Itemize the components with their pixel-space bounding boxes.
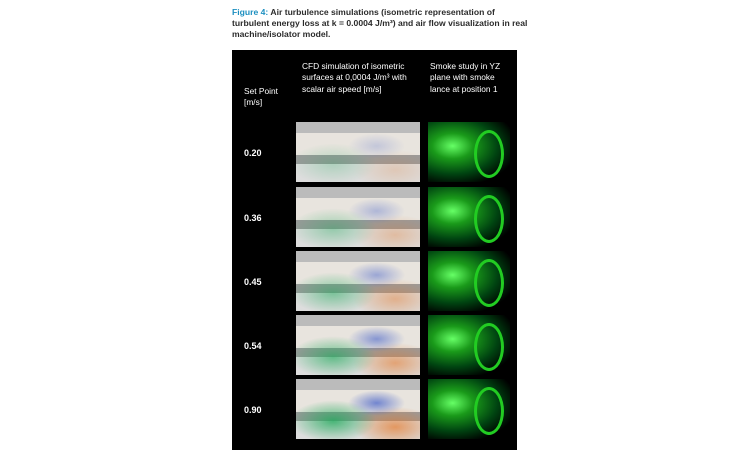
set-point: 0.54 bbox=[244, 341, 262, 351]
cfd-image bbox=[296, 122, 420, 182]
set-point: 0.45 bbox=[244, 277, 262, 287]
smoke-image bbox=[428, 251, 510, 311]
smoke-image bbox=[428, 187, 510, 247]
set-point: 0.90 bbox=[244, 405, 262, 415]
column-header: CFD simulation of isometric surfaces at … bbox=[302, 61, 407, 94]
column-header: Smoke study in YZ plane with smoke lance… bbox=[430, 61, 501, 94]
smoke-image bbox=[428, 122, 510, 182]
figure-table: Set Point [m/s] CFD simulation of isomet… bbox=[232, 50, 517, 450]
cfd-image bbox=[296, 315, 420, 375]
column-header: Set Point [m/s] bbox=[244, 86, 278, 108]
caption-label: Figure 4: bbox=[232, 7, 269, 17]
smoke-image bbox=[428, 315, 510, 375]
caption-text: Air turbulence simulations (isometric re… bbox=[232, 7, 528, 39]
cfd-image bbox=[296, 251, 420, 311]
set-point: 0.36 bbox=[244, 213, 262, 223]
smoke-image bbox=[428, 379, 510, 439]
caption: Figure 4: Air turbulence simulations (is… bbox=[232, 7, 532, 40]
cfd-image bbox=[296, 187, 420, 247]
cfd-image bbox=[296, 379, 420, 439]
set-point: 0.20 bbox=[244, 148, 262, 158]
